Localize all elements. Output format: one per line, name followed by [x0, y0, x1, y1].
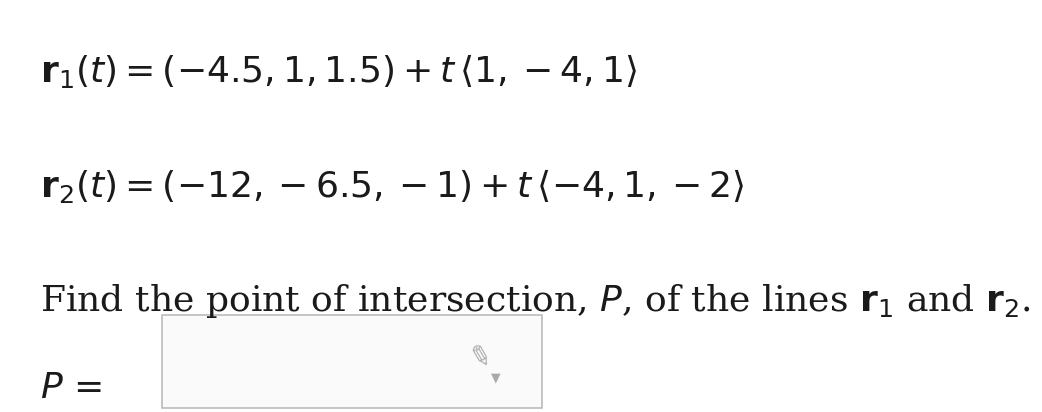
Text: $P$ =: $P$ =	[40, 371, 101, 405]
Text: ▼: ▼	[491, 372, 501, 385]
Text: $\mathbf{r}_2(t) = (-12, -6.5, -1) + t\,\langle{-4}, 1, -2\rangle$: $\mathbf{r}_2(t) = (-12, -6.5, -1) + t\,…	[40, 167, 744, 205]
Bar	[162, 315, 542, 408]
Text: Find the point of intersection, $P$, of the lines $\mathbf{r}_1$ and $\mathbf{r}: Find the point of intersection, $P$, of …	[40, 282, 1031, 320]
Text: $\mathbf{r}_1(t) = (-4.5, 1, 1.5) + t\,\langle 1, -4, 1\rangle$: $\mathbf{r}_1(t) = (-4.5, 1, 1.5) + t\,\…	[40, 52, 637, 89]
Text: ✎: ✎	[465, 342, 494, 375]
